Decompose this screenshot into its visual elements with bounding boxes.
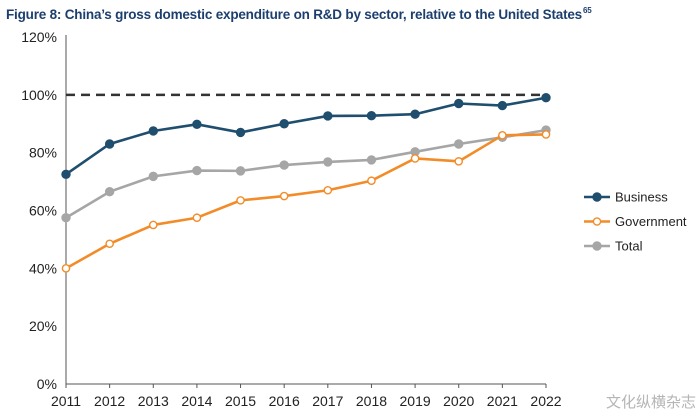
- government-data-point: [61, 264, 71, 273]
- y-tick-label: 40%: [29, 260, 57, 276]
- legend-business-label: Business: [615, 190, 668, 205]
- total-series-line: [65, 128, 547, 219]
- business-data-point: [235, 127, 246, 138]
- business-data-point: [192, 119, 202, 130]
- business-data-point: [497, 100, 508, 111]
- total-data-point: [279, 160, 289, 170]
- government-data-point: [454, 157, 464, 166]
- total-data-point: [104, 187, 115, 197]
- x-tick-label: 2019: [400, 393, 431, 409]
- chart-title: Figure 8: China’s gross domestic expendi…: [6, 6, 592, 22]
- x-tick-label: 2021: [487, 393, 518, 409]
- x-tick-label: 2011: [51, 393, 81, 409]
- x-tick-label: 2014: [181, 393, 212, 409]
- business-data-point: [323, 111, 333, 121]
- x-tick-label: 2017: [312, 393, 343, 409]
- chart-title-text: Figure 8: China’s gross domestic expendi…: [6, 7, 582, 22]
- total-data-point: [323, 157, 333, 167]
- watermark-text: 文化纵横杂志: [605, 393, 696, 411]
- total-data-point: [366, 155, 377, 165]
- x-tick-label: 2013: [138, 393, 169, 409]
- total-data-point: [235, 166, 246, 176]
- business-data-point: [410, 109, 420, 119]
- legend-government-marker: [592, 217, 602, 226]
- government-series-line: [65, 133, 547, 270]
- legend-government-label: Government: [615, 214, 687, 229]
- business-data-point: [61, 169, 71, 180]
- y-tick-label: 80%: [29, 145, 57, 161]
- government-data-point: [498, 131, 507, 140]
- y-tick-label: 60%: [29, 203, 57, 219]
- x-tick-label: 2012: [94, 393, 125, 409]
- government-data-point: [279, 191, 289, 201]
- business-data-point: [366, 110, 377, 121]
- government-data-point: [148, 220, 158, 230]
- x-tick-label: 2020: [443, 393, 474, 409]
- y-tick-label: 0%: [37, 376, 57, 392]
- y-tick-label: 100%: [21, 87, 57, 103]
- business-data-point: [104, 139, 115, 149]
- x-tick-label: 2022: [530, 393, 561, 409]
- government-data-point: [105, 239, 114, 249]
- y-tick-label: 20%: [29, 318, 57, 334]
- legend-business-marker: [592, 192, 602, 202]
- business-data-point: [279, 119, 289, 129]
- total-data-point: [148, 171, 158, 182]
- total-data-point: [61, 213, 71, 223]
- government-data-point: [367, 176, 376, 186]
- business-series-line: [65, 96, 547, 176]
- government-data-point: [192, 213, 202, 223]
- government-data-point: [236, 196, 245, 205]
- legend-total-label: Total: [615, 239, 643, 254]
- government-data-point: [410, 154, 420, 163]
- total-data-point: [454, 139, 464, 149]
- legend-total-marker: [592, 241, 602, 251]
- chart-title-footnote: 65: [582, 6, 592, 15]
- x-tick-label: 2016: [269, 393, 300, 409]
- government-data-point: [323, 185, 333, 195]
- total-data-point: [192, 165, 202, 176]
- x-tick-label: 2018: [356, 393, 387, 409]
- business-data-point: [541, 93, 551, 103]
- government-data-point: [541, 130, 551, 139]
- business-data-point: [148, 126, 158, 136]
- x-tick-label: 2015: [225, 393, 256, 409]
- y-tick-label: 120%: [21, 29, 57, 45]
- business-data-point: [454, 98, 464, 109]
